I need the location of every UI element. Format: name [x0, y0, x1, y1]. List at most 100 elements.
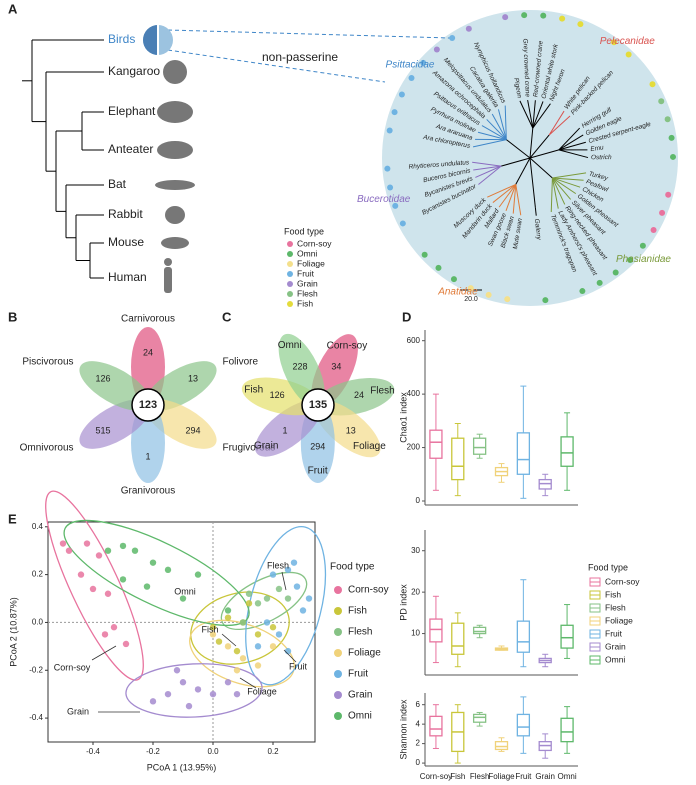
- bird-branch: [552, 177, 577, 195]
- legend-title: Food type: [284, 226, 324, 236]
- legend-title: Food type: [588, 562, 628, 572]
- core-circle: [131, 388, 165, 422]
- bird-branch: [552, 172, 587, 179]
- food-dot: [649, 81, 656, 88]
- bird-branch: [532, 100, 536, 129]
- bird-branch: [492, 184, 517, 203]
- annotation: Grain: [67, 706, 89, 716]
- petal-label: Omni: [278, 340, 302, 351]
- food-dot: [399, 220, 406, 227]
- x-tick-label: Omni: [558, 772, 577, 781]
- point: [284, 595, 292, 602]
- bird-branch: [550, 177, 553, 212]
- y-tick-label: 6: [416, 700, 421, 709]
- animal-icon: [165, 206, 185, 224]
- annotation: Foliage: [247, 686, 277, 696]
- bird-branch: [558, 127, 581, 151]
- legend-dot: [334, 691, 342, 699]
- food-dot: [579, 288, 586, 295]
- petal-count: 294: [310, 441, 325, 451]
- clade-label: Psittacidae: [386, 59, 435, 70]
- bird-branch: [529, 157, 553, 179]
- point: [239, 619, 247, 626]
- panel-label: E: [8, 511, 17, 526]
- point: [122, 640, 130, 648]
- petal-label: Piscivorous: [22, 357, 73, 368]
- bird-branch: [472, 161, 502, 167]
- y-axis-title: PCoA 2 (10.87%): [8, 597, 18, 667]
- petal-count: 1: [145, 451, 150, 461]
- callout-label: non-passerine: [262, 50, 338, 64]
- food-dot: [577, 21, 584, 28]
- food-dot: [386, 127, 393, 134]
- legend-dot: [287, 291, 293, 297]
- bird-branch: [548, 115, 571, 136]
- legend-label: Corn-soy: [348, 585, 389, 596]
- legend-dot: [334, 670, 342, 678]
- clade-label: Phasianidae: [616, 254, 671, 265]
- point: [149, 698, 157, 705]
- bird-branch: [532, 103, 551, 129]
- bird-branch: [534, 207, 537, 216]
- petal-label: Flesh: [370, 385, 394, 396]
- food-dot: [627, 257, 634, 264]
- panel-label: A: [8, 1, 18, 16]
- bird-branch: [481, 125, 507, 141]
- y-tick-label: 10: [411, 629, 420, 638]
- point: [179, 679, 187, 686]
- bird-branch: [487, 183, 516, 198]
- legend-label: Fruit: [348, 669, 368, 680]
- legend-label: Foliage: [348, 648, 381, 659]
- annotation: Fish: [201, 624, 218, 634]
- panel-label: D: [402, 309, 411, 324]
- x-tick-label: 0.2: [267, 747, 279, 756]
- y-tick-label: 0: [416, 496, 421, 505]
- food-dot: [384, 165, 391, 172]
- legend-dot: [287, 301, 293, 307]
- legend-label: Flesh: [605, 602, 626, 612]
- annotation-line: [281, 571, 287, 591]
- bird-branch: [491, 113, 507, 140]
- food-dot: [387, 184, 394, 191]
- point: [131, 547, 139, 554]
- bird-branch: [515, 184, 522, 216]
- petal-count: 24: [354, 390, 364, 400]
- bird-branch: [519, 100, 534, 129]
- y-tick-label: 4: [416, 719, 421, 728]
- legend-label: Foliage: [297, 258, 325, 268]
- bird-branch: [512, 184, 517, 214]
- bird-branch: [529, 128, 534, 159]
- taxon-label: Bat: [108, 177, 127, 191]
- box: [516, 432, 531, 475]
- food-dot: [485, 291, 492, 298]
- bird-branch: [477, 131, 507, 141]
- taxon-label: Mouse: [108, 235, 144, 249]
- point: [179, 595, 187, 602]
- animal-icon: [163, 60, 187, 84]
- legend-label: Fish: [605, 589, 621, 599]
- box: [429, 429, 443, 459]
- species-label: Ostrich: [591, 154, 612, 161]
- bird-branch: [532, 101, 544, 129]
- petal-label: Carnivorous: [121, 314, 175, 325]
- birds-icon-half: [143, 25, 158, 55]
- box: [560, 624, 574, 649]
- legend-dot: [287, 271, 293, 277]
- taxon-label: Human: [108, 270, 147, 284]
- food-dot: [664, 116, 671, 123]
- point: [83, 540, 91, 547]
- food-dot: [420, 59, 427, 66]
- y-tick-label: 0: [416, 758, 421, 767]
- clade-label: Anatidae: [437, 286, 478, 297]
- confidence-ellipse: [220, 571, 308, 631]
- x-tick-label: Foliage: [488, 772, 515, 781]
- annotation-line: [91, 645, 117, 661]
- food-dot: [668, 134, 675, 141]
- point: [263, 595, 271, 602]
- box: [451, 437, 465, 481]
- callout-line: [167, 49, 386, 83]
- point: [269, 624, 277, 631]
- bird-branch: [498, 184, 517, 208]
- bird-branch: [558, 134, 584, 151]
- animal-icon: [157, 141, 193, 159]
